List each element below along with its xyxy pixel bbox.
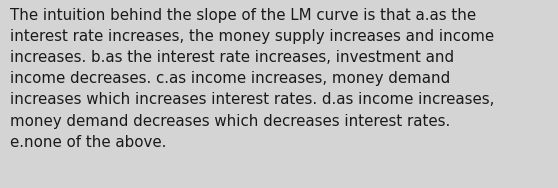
Text: The intuition behind the slope of the LM curve is that a.as the
interest rate in: The intuition behind the slope of the LM… [10, 8, 494, 150]
